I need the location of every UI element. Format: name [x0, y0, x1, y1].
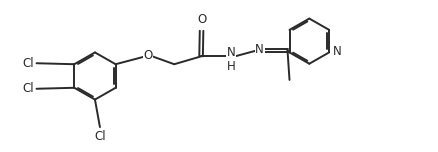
Text: O: O: [143, 49, 152, 62]
Text: H: H: [226, 60, 235, 73]
Text: Cl: Cl: [22, 57, 34, 70]
Text: Cl: Cl: [22, 82, 34, 95]
Text: N: N: [226, 46, 235, 59]
Text: Cl: Cl: [94, 130, 106, 143]
Text: O: O: [197, 13, 206, 26]
Text: N: N: [333, 45, 342, 58]
Text: N: N: [255, 43, 264, 56]
